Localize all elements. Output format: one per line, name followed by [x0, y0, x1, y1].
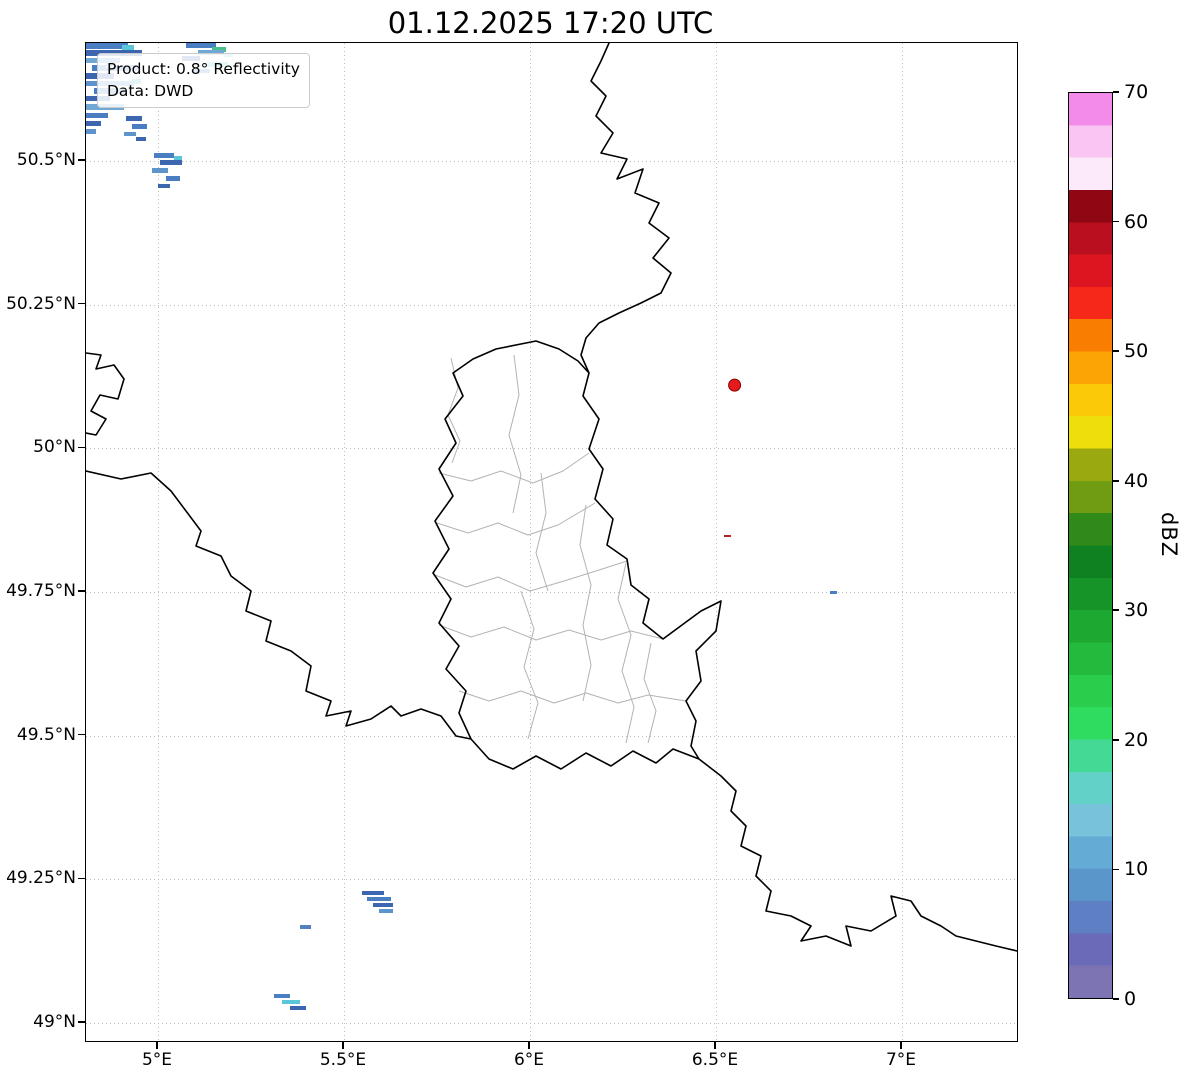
radar-echo-pixel: [86, 129, 96, 134]
colorbar-tick-mark: [1113, 609, 1119, 612]
y-tick-mark: [78, 446, 85, 449]
gridline-horizontal: [86, 448, 1017, 450]
gridline-horizontal: [86, 161, 1017, 162]
lat-tick-label: 50°N: [33, 437, 76, 458]
radar-echo-pixel: [158, 184, 170, 188]
lat-tick-label: 50.25°N: [6, 293, 76, 314]
radar-echo-layer: [86, 43, 837, 1010]
y-tick-mark: [78, 1021, 85, 1023]
colorbar-tick-label: 70: [1124, 81, 1149, 103]
x-tick-mark: [156, 1041, 158, 1049]
colorbar-tick-label: 30: [1124, 599, 1149, 622]
colorbar-tick-mark: [1113, 91, 1119, 93]
lon-tick-label: 6.5°E: [691, 1050, 739, 1070]
legend-box: Product: 0.8° Reflectivity Data: DWD: [97, 53, 310, 108]
gridline-horizontal: [86, 879, 1017, 881]
legend-product-line: Product: 0.8° Reflectivity: [107, 60, 300, 78]
legend-data-line: Data: DWD: [107, 82, 194, 100]
radar-echo-pixel: [362, 891, 384, 895]
canton-borders: [434, 354, 687, 744]
radar-echo-pixel: [367, 897, 391, 901]
radar-echo-pixel: [124, 132, 136, 136]
radar-echo-pixel: [122, 45, 134, 50]
radar-echo-pixel: [160, 160, 182, 165]
colorbar-tick-label: 10: [1124, 858, 1149, 881]
radar-echo-pixel: [166, 176, 180, 181]
x-tick-mark: [342, 1041, 344, 1049]
lat-tick-label: 49.75°N: [6, 581, 76, 601]
colorbar-tick-label: 0: [1124, 988, 1137, 1010]
colorbar-tick-label: 40: [1124, 469, 1149, 492]
radar-echo-pixel: [830, 591, 837, 594]
gridline-horizontal: [86, 304, 1017, 306]
radar-echo-pixel: [152, 168, 168, 173]
x-tick-mark: [714, 1041, 716, 1049]
country-borders: [86, 43, 1017, 952]
radar-echo-pixel: [132, 124, 147, 129]
radar-echo-pixel: [174, 156, 182, 160]
gridline-vertical: [530, 43, 531, 1041]
radar-echo-pixel: [373, 903, 393, 907]
colorbar-tick-mark: [1113, 739, 1119, 741]
map-plot-area: Product: 0.8° Reflectivity Data: DWD: [85, 42, 1018, 1042]
gridline-vertical: [344, 43, 345, 1041]
lon-tick-label: 5°E: [141, 1050, 173, 1070]
y-tick-mark: [78, 877, 85, 880]
x-tick-mark: [528, 1041, 530, 1049]
radar-echo-pixel: [154, 153, 174, 158]
radar-echo-pixel: [379, 909, 393, 913]
gridline-vertical: [716, 43, 717, 1041]
lon-tick-label: 7°E: [885, 1050, 917, 1070]
gridline-horizontal: [86, 1023, 1017, 1024]
colorbar-tick-label: 50: [1124, 340, 1149, 363]
map-svg: [86, 43, 1017, 1010]
y-tick-mark: [78, 733, 85, 736]
lon-tick-label: 6°E: [513, 1050, 545, 1070]
y-tick-mark: [78, 590, 85, 592]
colorbar: [1068, 92, 1113, 999]
radar-echo-pixel: [274, 994, 290, 998]
colorbar-tick-mark: [1113, 220, 1119, 223]
radar-station-marker: [728, 378, 742, 392]
lat-tick-label: 49.25°N: [6, 868, 76, 889]
lat-tick-label: 50.5°N: [16, 150, 76, 170]
radar-echo-pixel: [198, 50, 224, 55]
radar-echo-pixel: [86, 43, 128, 49]
radar-echo-pixel: [212, 47, 226, 52]
radar-echo-pixel: [86, 121, 101, 126]
gridline-horizontal: [86, 735, 1017, 737]
gridline-vertical: [158, 43, 159, 1041]
radar-echo-pixel: [136, 137, 146, 141]
lat-tick-label: 49°N: [33, 1012, 76, 1032]
radar-echo-pixel: [290, 1006, 306, 1010]
radar-echo-pixel: [186, 43, 216, 48]
colorbar-tick-mark: [1113, 868, 1119, 871]
radar-echo-pixel: [300, 925, 311, 929]
colorbar-gradient: [1069, 93, 1112, 998]
gridline-vertical: [902, 43, 903, 1041]
colorbar-tick-mark: [1113, 350, 1119, 352]
y-tick-mark: [78, 302, 85, 305]
radar-echo-pixel: [86, 113, 108, 118]
lat-tick-label: 49.5°N: [16, 724, 76, 745]
radar-echo-pixel: [724, 535, 731, 537]
plot-title: 01.12.2025 17:20 UTC: [387, 6, 714, 40]
y-tick-mark: [78, 159, 85, 161]
station-dot: [728, 378, 742, 392]
colorbar-label: dBZ: [1157, 512, 1181, 558]
colorbar-tick-label: 60: [1124, 210, 1149, 233]
gridline-horizontal: [86, 592, 1017, 593]
radar-echo-pixel: [126, 116, 142, 121]
lon-tick-label: 5.5°E: [319, 1050, 367, 1070]
x-tick-mark: [900, 1041, 902, 1049]
colorbar-tick-mark: [1113, 998, 1119, 1000]
colorbar-tick-mark: [1113, 479, 1119, 482]
radar-echo-pixel: [282, 1000, 300, 1004]
colorbar-tick-label: 20: [1124, 728, 1149, 751]
